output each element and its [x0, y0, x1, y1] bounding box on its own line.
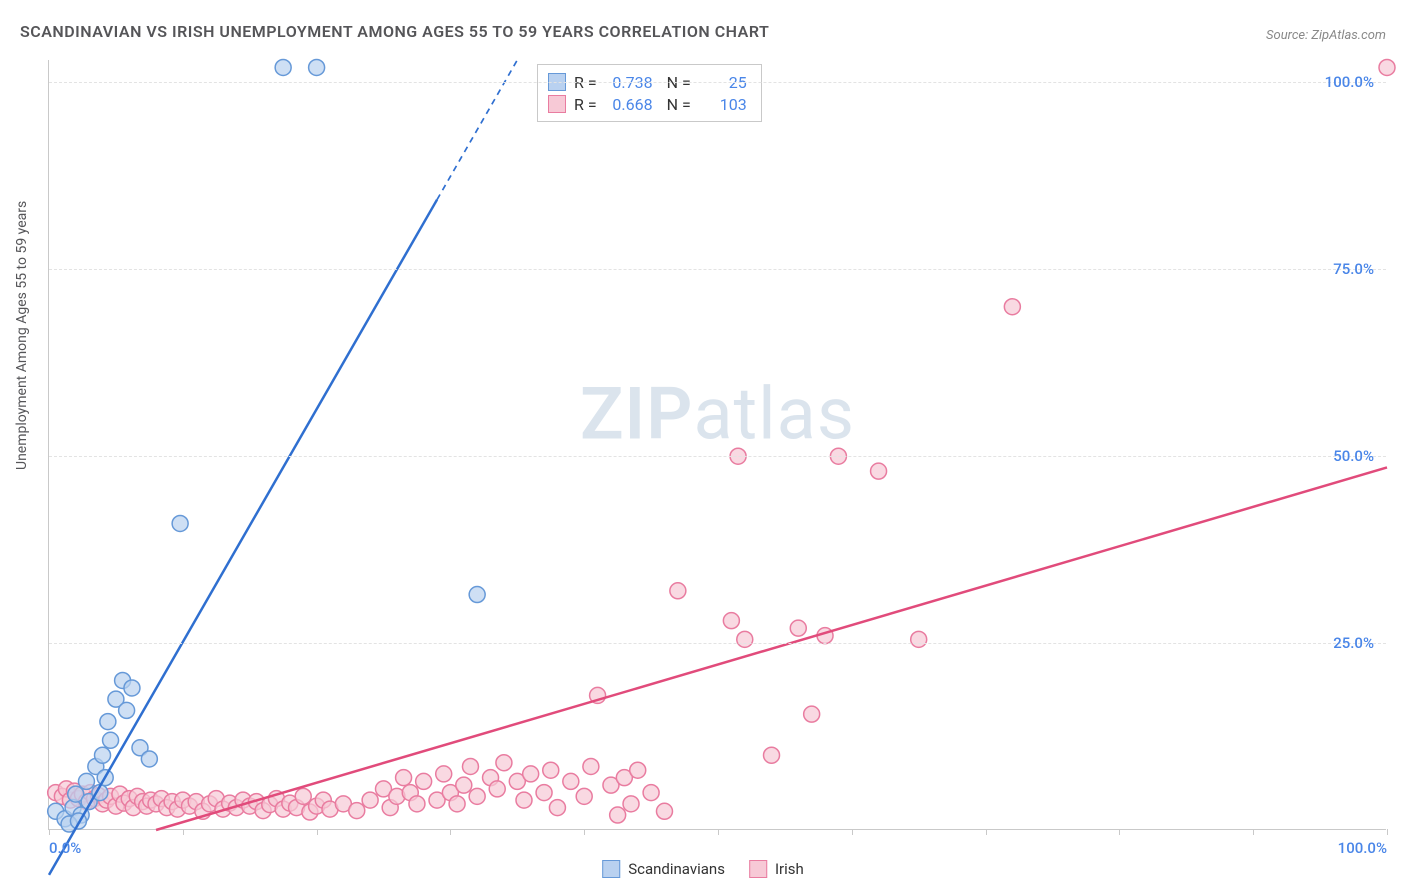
x-tick	[986, 829, 987, 835]
legend-item-irish: Irish	[749, 860, 804, 878]
data-point	[536, 785, 552, 801]
data-point	[563, 773, 579, 789]
regression-line-dashed	[437, 60, 517, 200]
legend-swatch-irish	[749, 860, 767, 878]
x-tick	[1253, 829, 1254, 835]
data-point	[309, 59, 325, 75]
swatch-irish	[548, 95, 566, 113]
data-point	[449, 796, 465, 812]
legend-label-irish: Irish	[775, 860, 804, 878]
data-point	[295, 788, 311, 804]
legend-swatch-scandinavian	[602, 860, 620, 878]
x-tick	[852, 829, 853, 835]
data-point	[630, 762, 646, 778]
data-point	[78, 773, 94, 789]
bottom-legend: Scandinavians Irish	[602, 860, 804, 878]
data-point	[549, 800, 565, 816]
grid-line	[49, 643, 1386, 644]
legend-item-scandinavian: Scandinavians	[602, 860, 725, 878]
data-point	[623, 796, 639, 812]
data-point	[1379, 59, 1395, 75]
plot-area: ZIPatlas R = 0.738 N = 25 R = 0.668 N = …	[48, 60, 1386, 830]
data-point	[790, 620, 806, 636]
x-tick	[584, 829, 585, 835]
x-tick	[450, 829, 451, 835]
data-point	[489, 781, 505, 797]
data-point	[462, 758, 478, 774]
data-point	[100, 714, 116, 730]
data-point	[723, 613, 739, 629]
data-point	[436, 766, 452, 782]
data-point	[141, 751, 157, 767]
data-point	[576, 788, 592, 804]
data-point	[396, 770, 412, 786]
data-point	[737, 631, 753, 647]
n-label: N =	[667, 95, 691, 114]
data-point	[124, 680, 140, 696]
scatter-svg	[49, 60, 1386, 829]
x-tick	[718, 829, 719, 835]
r-value-irish: 0.668	[605, 95, 653, 114]
r-label: R =	[574, 95, 597, 114]
data-point	[804, 706, 820, 722]
chart-title: SCANDINAVIAN VS IRISH UNEMPLOYMENT AMONG…	[20, 22, 769, 41]
source-attribution: Source: ZipAtlas.com	[1266, 28, 1386, 43]
legend-label-scandinavian: Scandinavians	[628, 860, 725, 878]
data-point	[1004, 299, 1020, 315]
y-tick-label: 25.0%	[1333, 634, 1374, 652]
data-point	[643, 785, 659, 801]
data-point	[871, 463, 887, 479]
data-point	[362, 792, 378, 808]
y-tick-label: 50.0%	[1333, 447, 1374, 465]
data-point	[496, 755, 512, 771]
stats-row-irish: R = 0.668 N = 103	[548, 93, 747, 115]
y-axis-label: Unemployment Among Ages 55 to 59 years	[14, 201, 30, 470]
data-point	[523, 766, 539, 782]
data-point	[656, 803, 672, 819]
x-tick	[1387, 829, 1388, 835]
x-tick	[317, 829, 318, 835]
data-point	[764, 747, 780, 763]
data-point	[610, 807, 626, 823]
y-tick-label: 100.0%	[1325, 73, 1374, 91]
data-point	[416, 773, 432, 789]
data-point	[543, 762, 559, 778]
correlation-stats-box: R = 0.738 N = 25 R = 0.668 N = 103	[537, 64, 762, 122]
data-point	[469, 788, 485, 804]
grid-line	[49, 82, 1386, 83]
data-point	[275, 59, 291, 75]
grid-line	[49, 456, 1386, 457]
data-point	[103, 732, 119, 748]
data-point	[95, 747, 111, 763]
data-point	[456, 777, 472, 793]
x-tick	[49, 829, 50, 835]
data-point	[119, 702, 135, 718]
data-point	[516, 792, 532, 808]
x-tick	[183, 829, 184, 835]
data-point	[583, 758, 599, 774]
data-point	[911, 631, 927, 647]
data-point	[172, 515, 188, 531]
data-point	[469, 587, 485, 603]
y-tick-label: 75.0%	[1333, 260, 1374, 278]
x-tick-label: 100.0%	[1338, 839, 1387, 857]
regression-line	[49, 200, 437, 875]
x-tick	[1119, 829, 1120, 835]
grid-line	[49, 269, 1386, 270]
data-point	[349, 803, 365, 819]
n-value-irish: 103	[699, 95, 747, 114]
x-tick-label: 0.0%	[49, 839, 81, 857]
data-point	[409, 796, 425, 812]
data-point	[670, 583, 686, 599]
regression-line	[156, 467, 1387, 830]
